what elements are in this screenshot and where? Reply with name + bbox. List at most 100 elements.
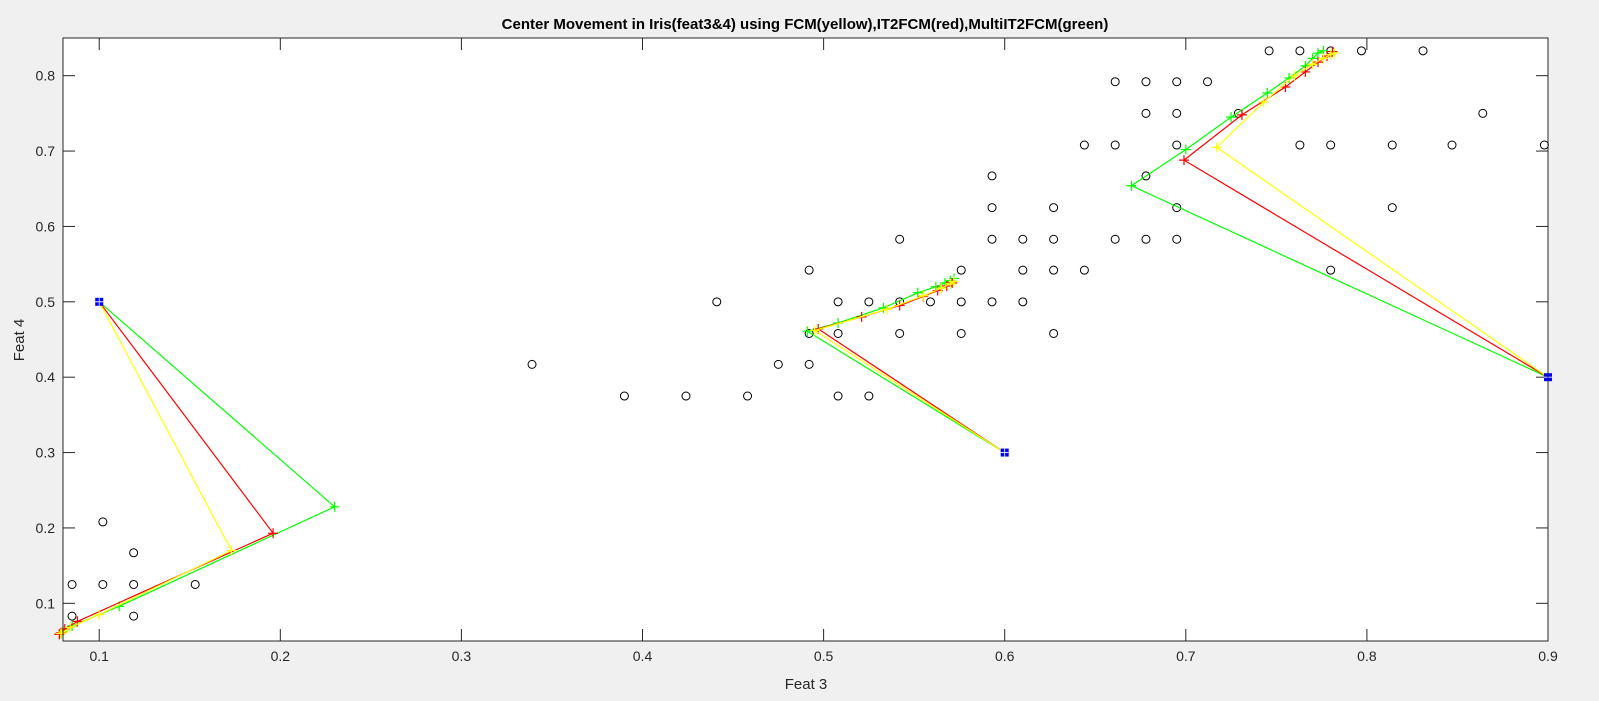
center-marker (802, 326, 813, 337)
data-point (1295, 140, 1305, 150)
center-marker (1313, 57, 1324, 68)
data-point (190, 579, 200, 589)
data-point (1356, 46, 1366, 56)
data-point (1079, 265, 1089, 275)
data-point (67, 579, 77, 589)
data-point (1326, 140, 1336, 150)
data-point (1387, 203, 1397, 213)
center-marker (1289, 70, 1300, 81)
x-axis-label: Feat 3 (785, 676, 828, 693)
data-point (129, 611, 139, 621)
chart-title: Center Movement in Iris(feat3&4) using F… (502, 16, 1109, 33)
data-point (895, 328, 905, 338)
data-point (1018, 234, 1028, 244)
data-point (1141, 108, 1151, 118)
plot-frame (62, 37, 1549, 642)
data-point (1110, 77, 1120, 87)
data-point (925, 297, 935, 307)
trajectory-line (1130, 50, 1549, 378)
center-marker (268, 528, 279, 539)
x-tick-label: 0.2 (271, 648, 291, 664)
data-point (1018, 297, 1028, 307)
y-tick-label: 0.6 (36, 218, 56, 234)
data-point (712, 297, 722, 307)
data-point (1172, 108, 1182, 118)
center-marker (94, 609, 105, 620)
center-marker (1236, 109, 1247, 120)
initial-center-cross (1000, 448, 1009, 457)
data-point (1141, 234, 1151, 244)
x-tick-label: 0.9 (1538, 648, 1558, 664)
data-point (1141, 77, 1151, 87)
data-point (804, 265, 814, 275)
x-tick-label: 0.4 (633, 648, 653, 664)
data-point (804, 359, 814, 369)
data-point (98, 517, 108, 527)
data-point (833, 328, 843, 338)
data-point (1110, 234, 1120, 244)
x-tick-label: 0.3 (452, 648, 472, 664)
data-point (1110, 140, 1120, 150)
x-axis: 0.1 0.2 0.3 0.4 0.5 0.6 0.7 0.8 0.9 (89, 38, 1558, 664)
center-marker (912, 287, 923, 298)
x-tick-label: 0.1 (89, 648, 109, 664)
data-point (864, 297, 874, 307)
y-tick-label: 0.1 (36, 595, 56, 611)
data-point (987, 297, 997, 307)
data-point (1049, 234, 1059, 244)
x-tick-label: 0.6 (995, 648, 1015, 664)
center-marker (1318, 53, 1329, 64)
data-point (987, 203, 997, 213)
data-point (1049, 328, 1059, 338)
data-point (1295, 46, 1305, 56)
center-marker (1329, 48, 1340, 59)
data-point (98, 579, 108, 589)
x-tick-label: 0.8 (1357, 648, 1377, 664)
data-point (1172, 77, 1182, 87)
data-point (956, 265, 966, 275)
data-point (1418, 46, 1428, 56)
initial-center-cross (95, 297, 104, 306)
center-marker (226, 545, 237, 556)
trajectory-line (1215, 52, 1549, 378)
data-point (1172, 203, 1182, 213)
data-point (956, 297, 966, 307)
x-tick-label: 0.5 (814, 648, 834, 664)
data-point (1478, 108, 1488, 118)
data-point (773, 359, 783, 369)
center-marker (329, 501, 340, 512)
center-marker (881, 304, 892, 315)
y-axis-label: Feat 4 (11, 319, 28, 362)
y-tick-label: 0.5 (36, 294, 56, 310)
center-marker (809, 325, 820, 336)
center-marker (1258, 97, 1269, 108)
center-marker (918, 290, 929, 301)
data-point (987, 234, 997, 244)
data-point (1326, 265, 1336, 275)
data-point (129, 579, 139, 589)
y-tick-label: 0.2 (36, 520, 56, 536)
data-point (833, 391, 843, 401)
center-marker (1313, 48, 1324, 59)
data-point (619, 391, 629, 401)
center-marker (1226, 112, 1237, 123)
data-point (1018, 265, 1028, 275)
y-tick-label: 0.4 (36, 369, 56, 385)
center-marker (1178, 155, 1189, 166)
y-axis: 0.1 0.2 0.3 0.4 0.5 0.6 0.7 0.8 (36, 68, 1548, 611)
data-point (804, 328, 814, 338)
center-marker (1262, 88, 1273, 99)
y-tick-label: 0.8 (36, 68, 56, 84)
data-point (956, 328, 966, 338)
data-point (527, 359, 537, 369)
center-marker (1307, 59, 1318, 70)
data-point (1264, 46, 1274, 56)
center-marker (1126, 180, 1137, 191)
series-layer (54, 45, 1549, 640)
data-point (1172, 234, 1182, 244)
center-marker (56, 628, 67, 639)
data-point (833, 297, 843, 307)
data-point (1387, 140, 1397, 150)
y-tick-label: 0.7 (36, 143, 56, 159)
data-point (129, 548, 139, 558)
